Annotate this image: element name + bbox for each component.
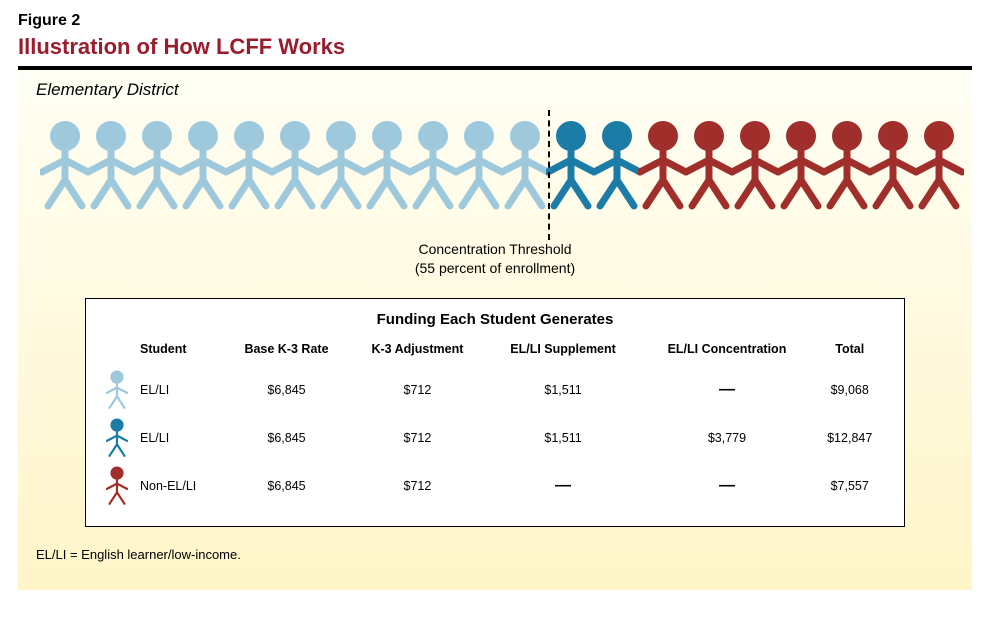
figure-title: Illustration of How LCFF Works (18, 34, 972, 60)
stick-figure-icon (224, 120, 274, 210)
cell-student: EL/LI (136, 414, 224, 462)
stick-figure-icon (362, 120, 412, 210)
stick-figure-icon (822, 120, 872, 210)
cell-adj: $712 (349, 366, 485, 414)
figure-number: Figure 2 (18, 12, 972, 30)
cell-total: $12,847 (813, 414, 886, 462)
col-base: Base K-3 Rate (224, 338, 350, 366)
cell-conc: $3,779 (641, 414, 814, 462)
col-adj: K-3 Adjustment (349, 338, 485, 366)
stick-figure-icon (408, 120, 458, 210)
cell-total: $7,557 (813, 462, 886, 510)
content-area: Elementary District (18, 70, 972, 590)
table-body: EL/LI $6,845 $712 $1,511 — $9,068 EL/LI … (104, 366, 886, 510)
table-title: Funding Each Student Generates (104, 311, 886, 328)
col-icon (104, 338, 136, 366)
col-conc: EL/LI Concentration (641, 338, 814, 366)
funding-table: Student Base K-3 Rate K-3 Adjustment EL/… (104, 338, 886, 510)
figure-container: Figure 2 Illustration of How LCFF Works … (0, 0, 990, 624)
cell-base: $6,845 (224, 414, 350, 462)
threshold-dashed-line (548, 110, 550, 240)
stick-figure-icon (776, 120, 826, 210)
cell-supp: $1,511 (486, 366, 641, 414)
table-row: EL/LI $6,845 $712 $1,511 $3,779 $12,847 (104, 414, 886, 462)
stick-figures-row (36, 110, 954, 220)
threshold-line2: (55 percent of enrollment) (415, 260, 575, 276)
col-supp: EL/LI Supplement (486, 338, 641, 366)
cell-supp: — (486, 462, 641, 510)
stick-figure-icon (546, 120, 596, 210)
col-total: Total (813, 338, 886, 366)
stick-figure-icon (730, 120, 780, 210)
cell-student: Non-EL/LI (136, 462, 224, 510)
stick-figure-icon (132, 120, 182, 210)
row-icon (104, 414, 136, 462)
cell-total: $9,068 (813, 366, 886, 414)
threshold-label: Concentration Threshold (55 percent of e… (36, 240, 954, 278)
cell-conc: — (641, 366, 814, 414)
stick-figure-icon (638, 120, 688, 210)
col-student: Student (136, 338, 224, 366)
row-icon (104, 366, 136, 414)
subtitle: Elementary District (36, 80, 954, 100)
footnote: EL/LI = English learner/low-income. (36, 547, 954, 562)
cell-supp: $1,511 (486, 414, 641, 462)
table-row: Non-EL/LI $6,845 $712 — — $7,557 (104, 462, 886, 510)
cell-conc: — (641, 462, 814, 510)
stick-figure-icon (454, 120, 504, 210)
table-header-row: Student Base K-3 Rate K-3 Adjustment EL/… (104, 338, 886, 366)
stick-figure-icon (40, 120, 90, 210)
stick-figure-icon (868, 120, 918, 210)
row-icon (104, 462, 136, 510)
stick-figure-icon (500, 120, 550, 210)
funding-table-box: Funding Each Student Generates Student B… (85, 298, 905, 527)
stick-figure-icon (316, 120, 366, 210)
stick-figure-icon (86, 120, 136, 210)
cell-student: EL/LI (136, 366, 224, 414)
cell-base: $6,845 (224, 366, 350, 414)
stick-figure-icon (684, 120, 734, 210)
stick-figure-icon (592, 120, 642, 210)
stick-figure-icon (178, 120, 228, 210)
cell-adj: $712 (349, 414, 485, 462)
table-row: EL/LI $6,845 $712 $1,511 — $9,068 (104, 366, 886, 414)
stick-figure-icon (270, 120, 320, 210)
cell-adj: $712 (349, 462, 485, 510)
stick-figure-icon (914, 120, 964, 210)
cell-base: $6,845 (224, 462, 350, 510)
threshold-line1: Concentration Threshold (418, 241, 571, 257)
